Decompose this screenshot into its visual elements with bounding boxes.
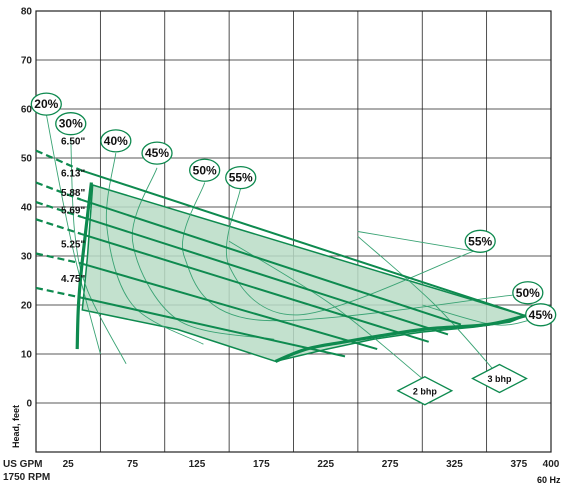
efficiency-bubble	[464, 229, 496, 253]
efficiency-curve	[225, 187, 474, 316]
efficiency-label: 45%	[529, 308, 553, 322]
x-axis-label: US GPM	[3, 459, 42, 470]
x-tick-label: 125	[189, 459, 206, 470]
y-tick-label: 10	[21, 350, 33, 361]
npsh-curves	[75, 182, 526, 363]
y-tick-label: 80	[21, 7, 33, 18]
efficiency-bubble	[525, 303, 557, 327]
axis-ticks: 0 10 20 30 40 50 60 70 80 25 75 125 175 225 275 325 375 4…	[21, 7, 560, 471]
efficiency-bubble	[225, 165, 257, 190]
efficiency-bubble	[512, 281, 544, 305]
impeller-label: 5.88"	[61, 188, 85, 199]
impeller-curve	[80, 215, 449, 336]
efficiency-label: 55%	[468, 234, 492, 248]
bhp-label: 2 bhp	[413, 386, 438, 396]
efficiency-curve	[45, 113, 101, 355]
x-tick-label: 175	[253, 459, 270, 470]
curve-labels: 6.50" 6.13" 5.88" 5.69" 5.25" 4.75" 20%30% 40% 4…	[30, 92, 557, 406]
bhp-label: 3 bhp	[488, 374, 513, 384]
efficiency-label: 50%	[516, 286, 540, 300]
impeller-curve	[80, 198, 462, 326]
impeller-curve	[80, 262, 378, 351]
bhp-diamond	[396, 376, 454, 406]
efficiency-bubble	[141, 141, 173, 165]
x-tick-label: 25	[63, 459, 75, 470]
efficiency-curve	[70, 138, 127, 365]
x-tick-label: 375	[510, 459, 527, 470]
efficiency-label: 30%	[59, 117, 83, 131]
y-tick-label: 70	[21, 56, 33, 67]
impeller-curve-dashed	[35, 149, 82, 172]
y-axis-label: Head, feet	[11, 405, 21, 448]
x-tick-label: 400	[543, 459, 560, 470]
efficiency-curve	[131, 167, 275, 340]
power-curve	[357, 236, 498, 374]
impeller-label: 4.75"	[61, 274, 85, 285]
impeller-label: 6.50"	[61, 137, 85, 148]
efficiency-bubble	[55, 112, 87, 136]
efficiency-label: 50%	[193, 163, 217, 177]
impeller-label: 5.25"	[61, 240, 85, 251]
y-tick-label: 60	[21, 105, 33, 116]
efficiency-label: 20%	[34, 97, 58, 111]
y-tick-label: 50	[21, 154, 33, 165]
efficiency-curve	[105, 153, 204, 345]
x-tick-label: 325	[446, 459, 463, 470]
efficiency-curve	[357, 231, 474, 252]
impeller-curve-dashed	[35, 201, 82, 218]
impeller-curve	[80, 296, 346, 358]
efficiency-bubble	[189, 158, 221, 182]
impeller-label: 5.69"	[61, 205, 85, 216]
efficiency-label: 55%	[229, 171, 253, 185]
x-tick-label: 275	[382, 459, 399, 470]
impeller-curve	[80, 169, 526, 317]
axis-labels: US GPM 1750 RPM Head, feet 60 Hz	[3, 405, 561, 485]
bhp-diamond	[471, 363, 528, 394]
efficiency-label: 40%	[104, 134, 128, 148]
impeller-curves	[35, 149, 526, 358]
left-limit-curve	[75, 182, 93, 350]
impeller-label: 6.13"	[61, 169, 85, 180]
impeller-curve-dashed	[35, 218, 82, 235]
y-tick-label: 20	[21, 301, 33, 312]
efficiency-bubble	[30, 92, 62, 116]
x-tick-label: 225	[317, 459, 334, 470]
frequency-label: 60 Hz	[537, 475, 561, 485]
impeller-curve-dashed	[35, 181, 82, 201]
impeller-curve-dashed	[35, 252, 82, 265]
x-tick-label: 75	[127, 459, 139, 470]
y-tick-label: 30	[21, 252, 33, 263]
impeller-curve	[80, 232, 429, 343]
x-axis-label-rpm: 1750 RPM	[3, 472, 50, 483]
bottom-limit-curve	[274, 314, 526, 363]
y-tick-label: 40	[21, 203, 33, 214]
y-tick-label: 0	[26, 399, 32, 410]
efficiency-bubble	[100, 129, 132, 153]
efficiency-label: 45%	[145, 146, 169, 160]
impeller-curve-dashed	[35, 286, 82, 299]
